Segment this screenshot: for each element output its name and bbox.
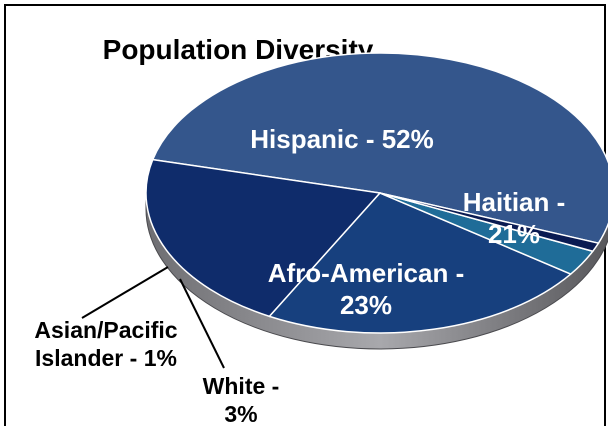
slice-label-afro: Afro-American -23% [268, 258, 464, 320]
slice-label-line: White - [203, 373, 280, 399]
slice-label-white: White -3% [203, 373, 280, 427]
pie-slice-afro-american [268, 192, 572, 334]
pie-slice-asian-pacific-islander [379, 192, 600, 253]
slice-label-line: 21% [488, 219, 540, 249]
pie-slices [145, 52, 608, 334]
pie-slice-haitian [145, 158, 381, 318]
slice-label-asian: Asian/Pacific Islander - 1% [34, 317, 177, 371]
pie-leader-lines [81, 266, 225, 369]
slice-label-hispanic: Hispanic - 52% [250, 124, 434, 154]
slice-label-line: 3% [224, 401, 257, 427]
slice-label-line: Islander - 1% [35, 345, 177, 371]
slice-label-haitian: Haitian -21% [463, 187, 566, 249]
slice-label-line: Haitian - [463, 187, 566, 217]
chart-frame: Population Diversity Hispanic - 52% Haiti… [4, 4, 608, 427]
slice-label-line: Afro-American - [268, 258, 464, 288]
pie-chart: Population Diversity Hispanic - 52%Haiti… [34, 34, 608, 427]
pie-labels: Hispanic - 52% Haitian -21% Afro-American … [34, 124, 565, 427]
leader-line-white [179, 278, 225, 369]
slice-label-line: Hispanic - 52% [250, 124, 434, 154]
pie-slice-hispanic [152, 52, 608, 244]
slice-label-line: Asian/Pacific [34, 317, 177, 343]
leader-line-asian [81, 266, 169, 319]
slice-label-line: 23% [340, 290, 392, 320]
